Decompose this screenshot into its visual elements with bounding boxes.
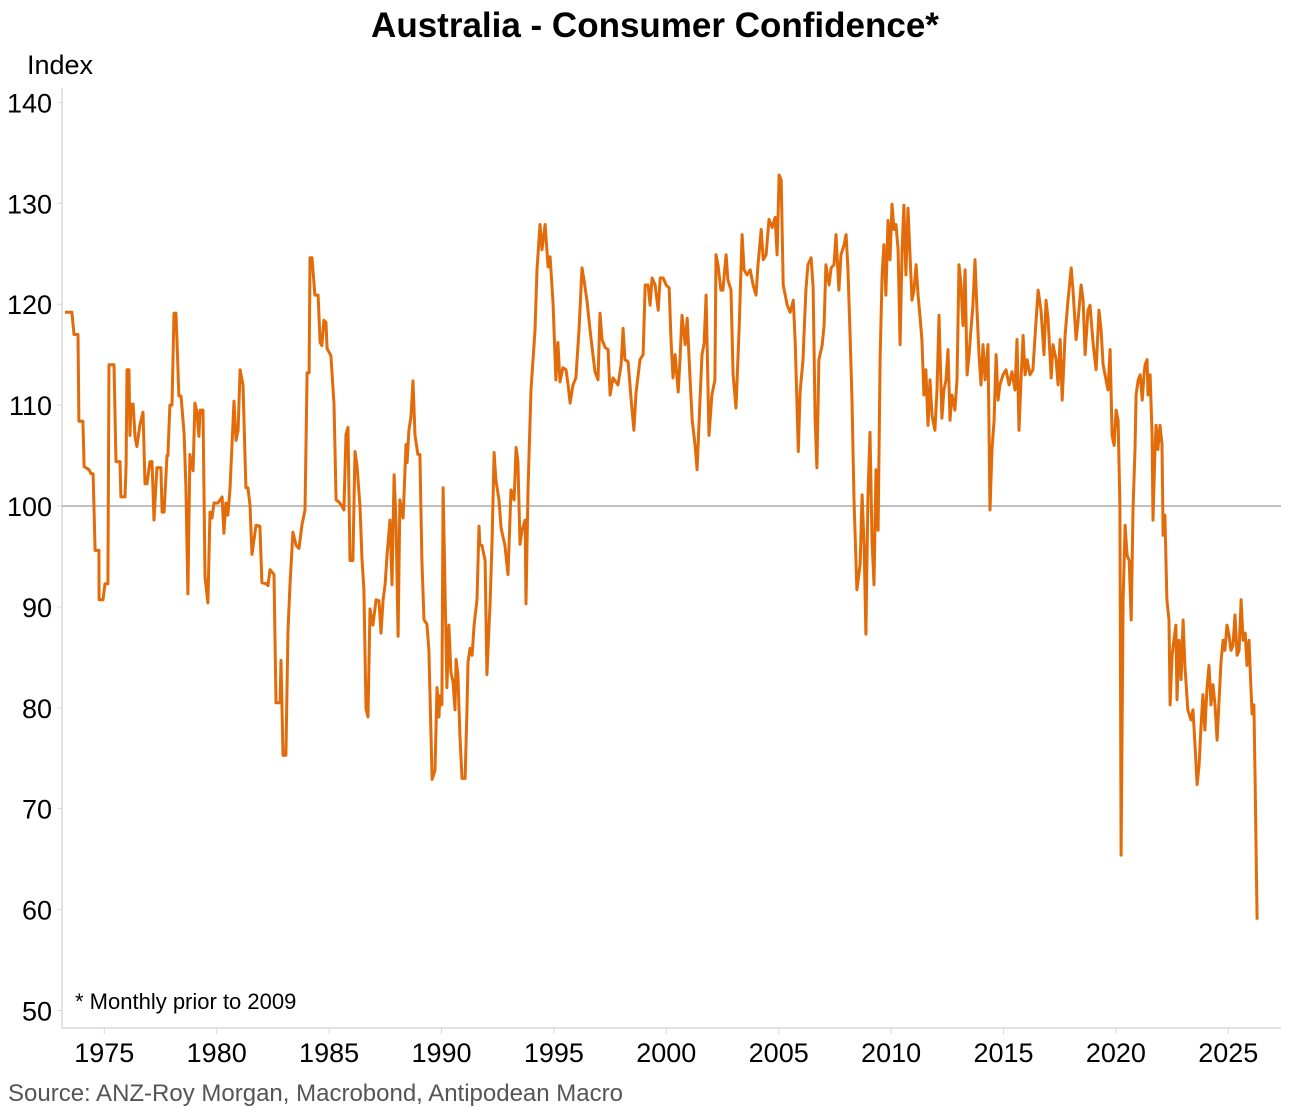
y-tick-label: 60 [22,896,52,926]
y-tick-label: 100 [7,492,52,522]
x-tick-label: 2005 [749,1038,809,1068]
x-tick-label: 1995 [524,1038,584,1068]
x-tick-label: 2015 [973,1038,1033,1068]
y-axis-label: Index [27,50,94,80]
y-tick-label: 130 [7,189,52,219]
y-tick-label: 110 [9,391,52,421]
y-tick-label: 80 [22,694,52,724]
y-tick-label: 120 [7,290,52,320]
x-tick-label: 2025 [1198,1038,1258,1068]
source-note: Source: ANZ-Roy Morgan, Macrobond, Antip… [8,1080,623,1107]
x-tick-label: 2010 [861,1038,921,1068]
x-tick-label: 1980 [187,1038,247,1068]
y-tick-label: 70 [22,795,52,825]
x-tick-label: 2000 [636,1038,696,1068]
footnote: * Monthly prior to 2009 [75,989,296,1014]
y-tick-label: 50 [22,997,52,1027]
x-tick-label: 1975 [74,1038,134,1068]
x-tick-label: 1985 [299,1038,359,1068]
x-tick-label: 1990 [411,1038,471,1068]
consumer-confidence-line [65,173,1259,920]
y-axis: 50 60 70 80 90 100 110 120 130 140 [7,88,62,1027]
x-tick-label: 2020 [1086,1038,1146,1068]
x-axis: 1975 1980 1985 1990 1995 2000 2005 2010 2015 2020… [74,1028,1258,1068]
y-tick-label: 140 [7,88,52,118]
y-tick-label: 90 [22,593,52,623]
chart-title: Australia - Consumer Confidence* [371,6,939,45]
